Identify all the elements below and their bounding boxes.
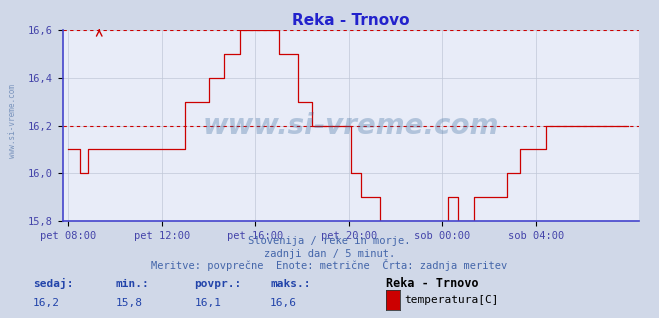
Text: min.:: min.: [115,279,149,289]
Title: Reka - Trnovo: Reka - Trnovo [292,13,410,28]
Text: www.si-vreme.com: www.si-vreme.com [8,84,17,158]
Text: Slovenija / reke in morje.: Slovenija / reke in morje. [248,236,411,246]
Text: Meritve: povprečne  Enote: metrične  Črta: zadnja meritev: Meritve: povprečne Enote: metrične Črta:… [152,259,507,271]
Text: temperatura[C]: temperatura[C] [404,295,498,305]
Text: 16,2: 16,2 [33,298,60,308]
Text: maks.:: maks.: [270,279,310,289]
Text: sedaj:: sedaj: [33,278,73,289]
Text: 16,6: 16,6 [270,298,297,308]
Text: zadnji dan / 5 minut.: zadnji dan / 5 minut. [264,249,395,259]
Text: povpr.:: povpr.: [194,279,242,289]
Text: 16,1: 16,1 [194,298,221,308]
Text: www.si-vreme.com: www.si-vreme.com [203,112,499,140]
Text: 15,8: 15,8 [115,298,142,308]
Text: Reka - Trnovo: Reka - Trnovo [386,277,478,290]
